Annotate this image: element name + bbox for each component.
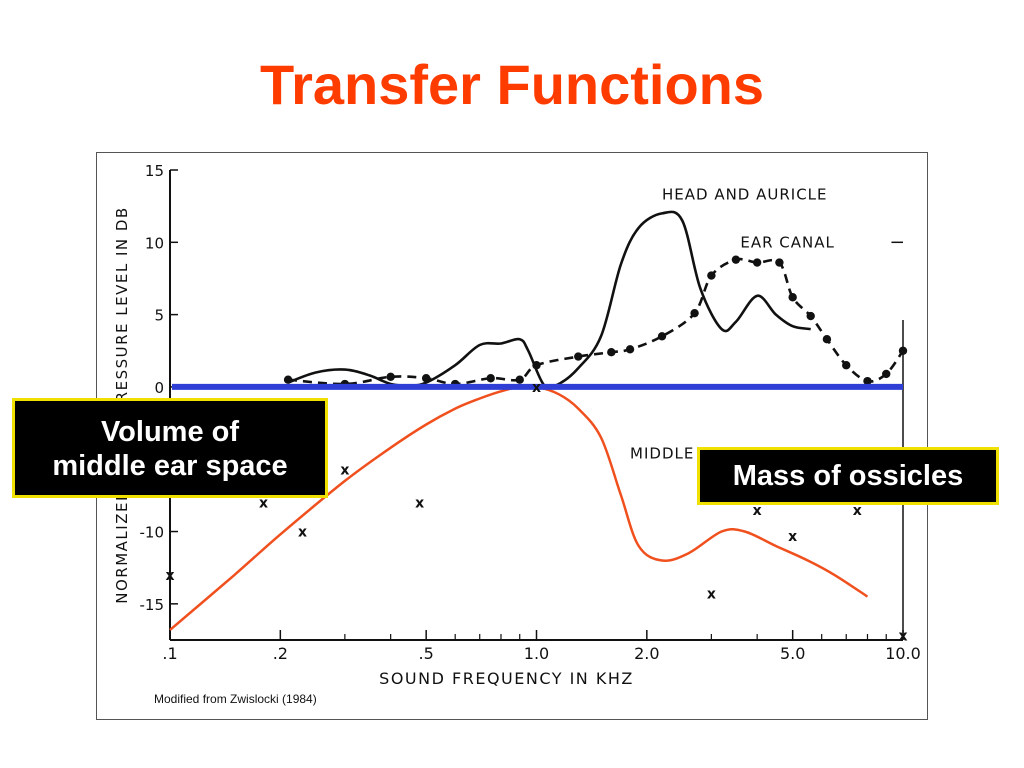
x-axis-label: SOUND FREQUENCY IN KHZ [379,669,634,688]
y-tick-label: 5 [154,307,164,325]
volume-callout: Volume of middle ear space [12,398,328,498]
y-tick-label: 0 [154,379,164,397]
head-and-auricle-line [287,210,811,390]
ear-canal-point [574,352,583,361]
mass-callout: Mass of ossicles [697,447,999,505]
x-tick-label: .2 [273,644,288,663]
head-and-auricle-label: HEAD AND AURICLE [662,186,828,204]
transfer-function-chart: x x x x x x x x x x x 15 10 5 0 -10 -15 .1 .2 .5 1.0 2.0 5.0 1… [113,162,921,706]
ear-canal-point [788,293,797,302]
ear-canal-point [625,345,635,354]
y-tick-label: 10 [145,234,164,252]
ear-canal-point [532,361,541,370]
ear-canal-point [731,255,741,264]
x-marker: x [415,496,424,512]
x-marker: x [753,503,762,519]
y-tick-label: 15 [145,162,164,180]
ear-canal-point [486,374,495,383]
x-marker: x [165,568,174,584]
x-marker: x [707,587,716,603]
x-tick-label: 2.0 [634,644,659,663]
ear-canal-point [863,376,872,386]
x-marker: x [298,525,307,541]
y-tick-label: -15 [140,596,165,614]
ear-canal-point [607,348,616,357]
x-tick-label: .5 [419,644,434,663]
ear-canal-point [898,346,908,355]
x-tick-label: 1.0 [524,644,549,663]
ear-canal-point [421,374,431,383]
y-tick-label: -10 [140,524,165,542]
ear-canal-point [283,375,293,384]
x-tick-label: .1 [162,644,177,663]
x-marker: x [898,629,907,645]
ear-canal-point [657,332,667,341]
ear-canal-label: EAR CANAL [740,233,835,251]
x-tick-label: 5.0 [780,644,805,663]
x-marker: x [788,529,797,545]
ear-canal-line [288,257,905,386]
ear-canal-point [775,258,784,267]
x-tick-label: 10.0 [885,644,921,663]
ear-canal-point [752,258,762,267]
x-marker: x [853,503,862,519]
ear-canal-point [842,361,851,370]
ear-canal-point [882,369,891,379]
ear-canal-point [515,375,524,384]
ear-canal-point [806,311,815,321]
ear-canal-point [690,308,699,318]
ear-canal-point [707,271,716,280]
volume-callout-line1: Volume of [100,416,240,448]
volume-callout-line2: middle ear space [52,450,288,482]
slide-title: Transfer Functions [259,53,765,116]
ear-canal-point [822,335,832,344]
x-marker: x [340,462,349,478]
middle-ear-line [169,384,869,631]
ear-canal-point [386,372,395,381]
source-note: Modified from Zwislocki (1984) [154,692,317,706]
x-marker: x [259,496,268,512]
x-marker: x [532,380,541,396]
